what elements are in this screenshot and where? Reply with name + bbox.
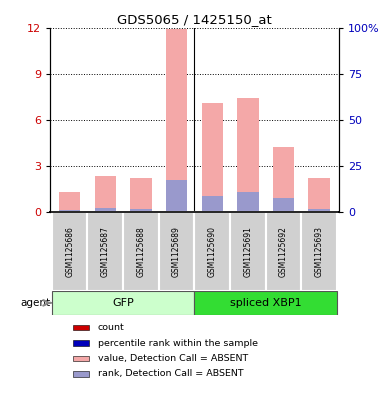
Bar (308, 209, 330, 212)
Bar (273, 147, 294, 212)
Bar (194, 212, 230, 291)
Text: GSM1125692: GSM1125692 (279, 226, 288, 277)
Bar (73, 340, 89, 346)
Bar (95, 208, 116, 212)
Bar (194, 291, 337, 315)
Text: GSM1125688: GSM1125688 (136, 226, 146, 277)
Text: value, Detection Call = ABSENT: value, Detection Call = ABSENT (98, 354, 248, 363)
Text: GSM1125689: GSM1125689 (172, 226, 181, 277)
Bar (73, 325, 89, 331)
Text: GFP: GFP (112, 298, 134, 308)
Bar (123, 212, 159, 291)
Bar (59, 209, 80, 212)
Bar (95, 176, 116, 212)
Bar (301, 212, 337, 291)
Bar (202, 103, 223, 212)
Bar (87, 212, 123, 291)
Text: GSM1125690: GSM1125690 (208, 226, 217, 277)
Text: GSM1125686: GSM1125686 (65, 226, 74, 277)
Bar (159, 212, 194, 291)
Bar (166, 180, 187, 212)
Text: GSM1125691: GSM1125691 (243, 226, 253, 277)
Text: agent: agent (20, 298, 50, 308)
Bar (237, 192, 259, 212)
Text: GSM1125687: GSM1125687 (101, 226, 110, 277)
Bar (73, 356, 89, 361)
Text: spliced XBP1: spliced XBP1 (230, 298, 301, 308)
Bar (273, 198, 294, 212)
Bar (308, 178, 330, 212)
Bar (52, 291, 194, 315)
Bar (59, 192, 80, 212)
Text: rank, Detection Call = ABSENT: rank, Detection Call = ABSENT (98, 369, 244, 378)
Text: percentile rank within the sample: percentile rank within the sample (98, 338, 258, 347)
Bar (230, 212, 266, 291)
Text: GSM1125693: GSM1125693 (315, 226, 324, 277)
Bar (130, 209, 152, 212)
Bar (237, 98, 259, 212)
Bar (202, 196, 223, 212)
Title: GDS5065 / 1425150_at: GDS5065 / 1425150_at (117, 13, 272, 26)
Bar (52, 212, 87, 291)
Bar (73, 371, 89, 377)
Bar (266, 212, 301, 291)
Bar (166, 29, 187, 212)
Text: count: count (98, 323, 125, 332)
Bar (130, 178, 152, 212)
